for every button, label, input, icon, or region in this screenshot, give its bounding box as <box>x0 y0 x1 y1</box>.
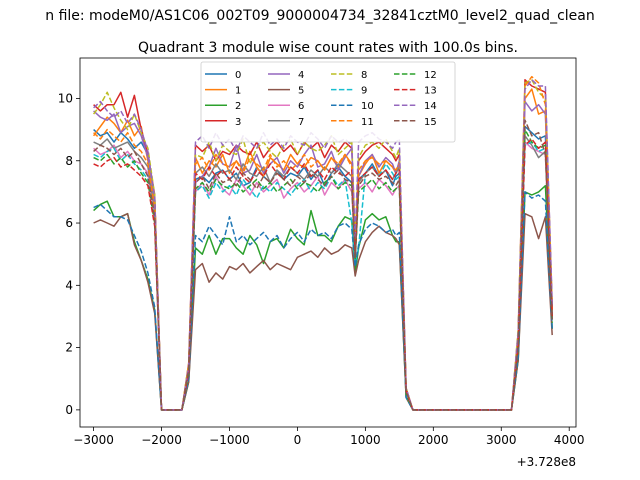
chart-title: Quadrant 3 module wise count rates with … <box>138 40 518 56</box>
legend-label-15: 15 <box>424 117 437 128</box>
plot-frame <box>79 57 577 428</box>
legend-label-0: 0 <box>235 70 241 81</box>
legend-label-12: 12 <box>424 70 437 81</box>
x-tick-label: 3000 <box>486 433 517 447</box>
x-tick-label: −3000 <box>73 433 114 447</box>
legend-label-1: 1 <box>235 86 241 97</box>
legend-label-5: 5 <box>298 86 304 97</box>
y-tick-label: 2 <box>65 341 73 355</box>
y-tick-label: 8 <box>65 154 73 168</box>
series-layer <box>92 75 553 411</box>
legend-label-8: 8 <box>361 70 367 81</box>
x-tick-label: −1000 <box>209 433 250 447</box>
y-axis-ticks: 0 2 4 6 8 10 <box>58 91 80 417</box>
legend-label-4: 4 <box>298 70 304 81</box>
legend-box <box>200 61 456 143</box>
figure-suptitle: n file: modeM0/AS1C06_002T09_9000004734_… <box>45 8 594 24</box>
legend-label-6: 6 <box>298 101 304 112</box>
x-tick-label: 0 <box>294 433 302 447</box>
x-tick-label: 2000 <box>418 433 449 447</box>
x-tick-label: 1000 <box>350 433 381 447</box>
y-tick-label: 4 <box>65 278 73 292</box>
x-axis-ticks: −3000 −2000 −1000 0 1000 2000 3000 4000 <box>73 427 584 447</box>
x-tick-label: 4000 <box>554 433 585 447</box>
legend-label-10: 10 <box>361 101 374 112</box>
legend-label-7: 7 <box>298 117 304 128</box>
x-axis-offset-label: +3.728e8 <box>517 455 576 469</box>
y-tick-label: 6 <box>65 216 73 230</box>
legend-label-11: 11 <box>361 117 374 128</box>
y-tick-label: 0 <box>65 403 73 417</box>
series-line-15 <box>93 119 553 411</box>
y-tick-label: 10 <box>58 91 73 105</box>
legend-label-14: 14 <box>424 101 437 112</box>
legend-label-9: 9 <box>361 86 367 97</box>
legend-label-13: 13 <box>424 86 437 97</box>
legend-label-2: 2 <box>235 101 241 112</box>
legend-label-3: 3 <box>235 117 241 128</box>
x-tick-label: −2000 <box>141 433 182 447</box>
